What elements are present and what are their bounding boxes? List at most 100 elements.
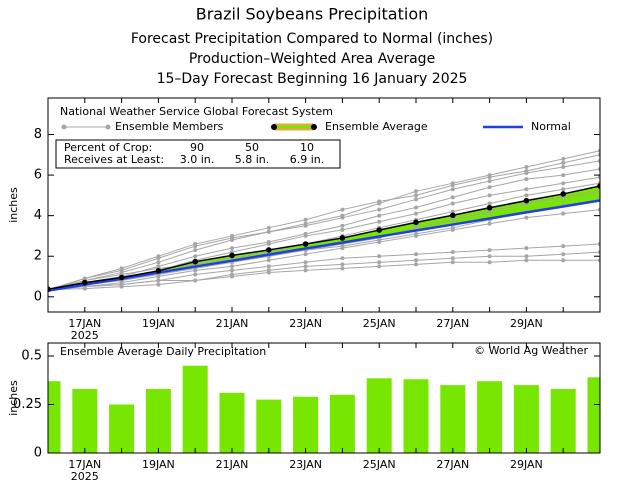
y-axis-label: inches (7, 187, 20, 223)
member-point (266, 264, 271, 269)
chart-title: Brazil Soybeans Precipitation (196, 5, 429, 24)
x-tick-label: 23JAN (289, 317, 322, 330)
series-line (48, 199, 600, 292)
member-point (450, 227, 455, 232)
series-point (302, 241, 309, 247)
bar (293, 396, 319, 453)
series-point (376, 227, 383, 233)
bar (550, 388, 576, 453)
member-point (377, 264, 382, 269)
member-point (230, 264, 234, 269)
source-label: National Weather Service Global Forecast… (60, 105, 333, 118)
member-point (414, 193, 418, 198)
y-tick-label: 0 (34, 289, 42, 304)
y-tick-label: 0.5 (21, 348, 42, 363)
series-point (486, 204, 493, 211)
member-point (487, 248, 492, 253)
plot-bottom (48, 365, 600, 453)
y-tick-label: 6 (34, 168, 42, 183)
chart-title: Ensemble Average Daily Precipitation (60, 345, 266, 358)
x-tick-label: 27JAN (436, 458, 469, 471)
member-point (303, 233, 308, 238)
member-point (487, 260, 492, 265)
legend-swatch (271, 124, 277, 130)
member-point (487, 201, 492, 206)
member-line (48, 168, 600, 291)
series-point (523, 197, 530, 204)
series-point (266, 247, 272, 253)
member-point (377, 219, 382, 224)
member-point (450, 201, 455, 206)
member-point (524, 169, 529, 174)
member-point (450, 256, 455, 261)
member-point (340, 215, 345, 220)
y-tick-label: 4 (34, 208, 42, 223)
bar (48, 381, 61, 453)
member-point (450, 183, 455, 188)
member-point (340, 246, 345, 251)
member-point (524, 193, 529, 198)
bar (219, 392, 245, 453)
crop-table-cell: 50 (245, 141, 259, 154)
member-point (156, 282, 161, 287)
member-point (230, 233, 234, 238)
member-point (340, 262, 345, 267)
subtitle: 15–Day Forecast Beginning 16 January 202… (157, 71, 468, 87)
member-point (487, 193, 492, 198)
crop-table-cell: 5.8 in. (235, 153, 270, 166)
member-point (487, 221, 492, 226)
member-point (561, 258, 566, 263)
y-axis-label: inches (7, 380, 20, 416)
bar (256, 399, 282, 453)
member-point (414, 211, 418, 216)
member-point (561, 164, 566, 169)
bar (477, 381, 503, 453)
member-point (119, 266, 124, 271)
member-point (487, 254, 492, 259)
crop-table-cell: Percent of Crop: (64, 141, 152, 154)
member-point (340, 266, 345, 271)
member-point (561, 244, 566, 249)
member-point (377, 260, 382, 265)
series-point (339, 235, 346, 241)
member-line (48, 154, 600, 291)
member-point (561, 160, 566, 165)
bar (145, 388, 171, 453)
x-tick-label: 25JAN (363, 458, 396, 471)
crop-table-cell: 10 (300, 141, 314, 154)
member-point (524, 177, 529, 182)
x-tick-label: 29JAN (510, 317, 543, 330)
member-point (450, 260, 455, 265)
x-year-label: 2025 (71, 329, 99, 342)
member-point (193, 248, 198, 253)
x-tick-label: 21JAN (216, 458, 249, 471)
plot-frame (47, 342, 601, 454)
member-point (193, 268, 198, 273)
series-point (560, 191, 566, 197)
member-point (303, 260, 308, 265)
member-point (303, 264, 308, 269)
member-point (414, 262, 418, 267)
bar (72, 388, 98, 453)
member-point (156, 274, 161, 279)
member-point (82, 286, 87, 291)
series-point (229, 252, 235, 259)
bar (440, 385, 466, 453)
member-point (414, 225, 418, 230)
member-point (303, 223, 308, 228)
x-tick-label: 27JAN (436, 317, 469, 330)
member-point (266, 242, 271, 247)
x-year-label: 2025 (71, 470, 99, 483)
series-line (48, 185, 600, 291)
member-point (303, 217, 308, 222)
x-tick-label: 21JAN (216, 317, 249, 330)
member-point (524, 215, 529, 220)
y-tick-label: 0 (34, 446, 42, 461)
member-point (340, 207, 345, 212)
member-point (414, 189, 418, 194)
x-tick-label: 29JAN (510, 458, 543, 471)
member-point (561, 211, 566, 216)
member-point (487, 175, 492, 180)
member-point (561, 173, 566, 178)
